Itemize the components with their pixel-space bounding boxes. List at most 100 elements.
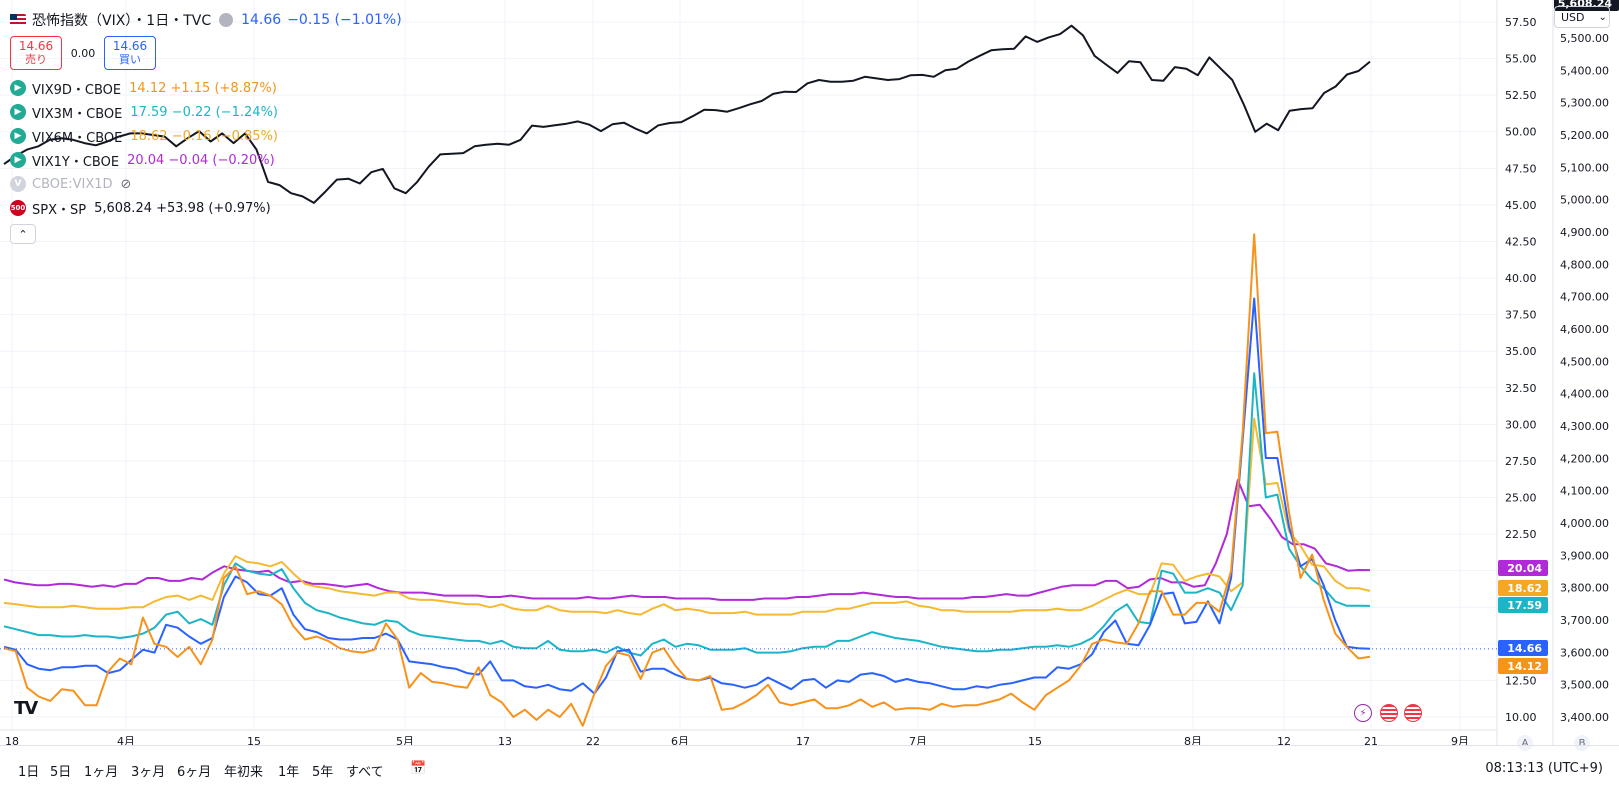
legend-vix6m-value: 18.62 −0.16 (−0.85%): [130, 128, 278, 144]
right-axis-tick: 5,200.00: [1560, 129, 1609, 142]
series-line[interactable]: [3, 24, 1371, 204]
timeframe-3m[interactable]: 3ヶ月: [131, 765, 166, 780]
right-axis-tick: 5,000.00: [1560, 194, 1609, 207]
eye-off-icon[interactable]: ⊘: [120, 176, 132, 192]
series-play-icon: ▶: [10, 80, 26, 96]
left-axis-tick: 37.50: [1505, 309, 1537, 322]
x-axis-tick: 5月: [396, 735, 414, 745]
clock[interactable]: 08:13:13 (UTC+9): [1485, 761, 1603, 776]
x-axis-tick: 17: [796, 735, 810, 745]
us-flag-icon: [10, 14, 26, 26]
chart-canvas[interactable]: 57.50 55.00 52.50 50.00 47.50 45.00 42.50 40.00…: [0, 0, 1619, 745]
right-axis-tick: 4,800.00: [1560, 258, 1609, 271]
legend-spx-value: 5,608.24 +53.98 (+0.97%): [94, 200, 271, 216]
last-value-text: 20.04: [1507, 562, 1542, 575]
timeframe-all[interactable]: すべて: [346, 765, 384, 780]
legend-vix3m[interactable]: ▶ VIX3M・CBOE 17.59 −0.22 (−1.24%): [10, 100, 402, 124]
legend-vix9d-value: 14.12 +1.15 (+8.87%): [129, 80, 277, 96]
legend-vix1d-name: CBOE:VIX1D: [32, 176, 113, 192]
last-value-badge: [1498, 560, 1548, 576]
left-axis-tick: 12.50: [1505, 674, 1537, 687]
sell-label: 売り: [25, 53, 47, 66]
axis-b-button[interactable]: B: [1574, 735, 1590, 751]
right-axis-tick: 3,600.00: [1560, 646, 1609, 659]
event-us-flag-icon[interactable]: [1404, 704, 1422, 722]
series-line[interactable]: [3, 233, 1371, 727]
right-axis-tick: 4,000.00: [1560, 517, 1609, 530]
right-axis-tick: 5,500.00: [1560, 32, 1609, 45]
left-axis-tick: 57.50: [1505, 16, 1537, 29]
series-line[interactable]: [3, 479, 1371, 601]
right-axis-tick: 3,800.00: [1560, 582, 1609, 595]
series-play-icon: ▶: [10, 128, 26, 144]
x-axis-tick: 7月: [909, 735, 927, 745]
buy-label: 買い: [119, 53, 141, 66]
x-axis-tick: 22: [586, 735, 600, 745]
legend-vix9d[interactable]: ▶ VIX9D・CBOE 14.12 +1.15 (+8.87%): [10, 76, 402, 100]
right-axis-tick: 5,400.00: [1560, 64, 1609, 77]
left-axis-tick: 45.00: [1505, 199, 1537, 212]
right-axis-tick: 5,100.00: [1560, 161, 1609, 174]
x-axis-tick: 21: [1364, 735, 1378, 745]
sell-price: 14.66: [18, 39, 54, 53]
legend-vix1d[interactable]: V CBOE:VIX1D ⊘: [10, 172, 402, 196]
date-range-icon[interactable]: 📅: [410, 761, 427, 776]
legend-spx-name: SPX・SP: [32, 202, 87, 218]
legend-spx[interactable]: 500 SPX・SP 5,608.24 +53.98 (+0.97%): [10, 196, 402, 220]
right-axis-tick: 4,400.00: [1560, 388, 1609, 401]
right-axis-tick: 4,600.00: [1560, 323, 1609, 336]
legend-vix1y[interactable]: ▶ VIX1Y・CBOE 20.04 −0.04 (−0.20%): [10, 148, 402, 172]
right-axis-tick: 3,900.00: [1560, 549, 1609, 562]
series-line[interactable]: [3, 297, 1371, 695]
tradingview-logo[interactable]: TV: [14, 698, 38, 719]
left-axis-tick: 10.00: [1505, 711, 1537, 724]
series-hidden-icon: V: [10, 176, 26, 192]
right-axis-tick: 4,300.00: [1560, 420, 1609, 433]
collapse-legend-button[interactable]: ⌃: [10, 224, 36, 244]
timeframe-6m[interactable]: 6ヶ月: [177, 765, 212, 780]
currency-select[interactable]: USD ⌄: [1554, 6, 1610, 28]
right-axis-tick: 4,900.00: [1560, 226, 1609, 239]
legend-vix1y-value: 20.04 −0.04 (−0.20%): [127, 152, 275, 168]
buy-price: 14.66: [112, 39, 148, 53]
right-axis-tick: 3,700.00: [1560, 614, 1609, 627]
timeframe-5d[interactable]: 5日: [50, 765, 72, 780]
left-axis-tick: 35.00: [1505, 345, 1537, 358]
left-axis-tick: 40.00: [1505, 272, 1537, 285]
market-status-icon[interactable]: [219, 13, 234, 27]
x-axis-tick: 13: [498, 735, 512, 745]
symbol-title[interactable]: 恐怖指数（VIX）・1日・TVC: [32, 13, 212, 29]
x-axis-tick: 8月: [1184, 735, 1202, 745]
sell-button[interactable]: 14.66 売り: [10, 36, 62, 70]
last-value-text: 18.62: [1507, 582, 1542, 595]
last-value-text: 14.66: [1507, 642, 1542, 655]
legend-vix9d-name: VIX9D・CBOE: [32, 82, 122, 98]
left-axis-tick: 32.50: [1505, 382, 1537, 395]
timeframe-1d[interactable]: 1日: [18, 765, 40, 780]
right-axis-tick: 3,500.00: [1560, 679, 1609, 692]
right-axis-tick: 4,100.00: [1560, 485, 1609, 498]
series-line[interactable]: [3, 417, 1371, 616]
series-line[interactable]: [3, 372, 1371, 657]
right-axis-tick: 4,200.00: [1560, 452, 1609, 465]
timeframe-ytd[interactable]: 年初来: [224, 765, 264, 780]
x-axis-tick: 4月: [117, 735, 135, 745]
timeframe-5y[interactable]: 5年: [312, 765, 334, 780]
axis-auto-button[interactable]: A: [1517, 735, 1533, 751]
legend-vix1y-name: VIX1Y・CBOE: [32, 154, 120, 170]
timeframe-1y[interactable]: 1年: [278, 765, 300, 780]
legend-panel: 恐怖指数（VIX）・1日・TVC 14.66 −0.15 (−1.01%) 14…: [10, 8, 402, 244]
right-axis-tick: 5,300.00: [1560, 97, 1609, 110]
timeframe-1m[interactable]: 1ヶ月: [84, 765, 119, 780]
last-value-badge: [1498, 580, 1548, 596]
event-us-flag-icon[interactable]: [1380, 704, 1398, 722]
symbol-price: 14.66: [241, 12, 282, 28]
buy-button[interactable]: 14.66 買い: [104, 36, 156, 70]
event-bolt-icon[interactable]: ⚡: [1354, 704, 1372, 722]
last-value-badge: [1498, 658, 1548, 674]
legend-vix6m[interactable]: ▶ VIX6M・CBOE 18.62 −0.16 (−0.85%): [10, 124, 402, 148]
spread-value: 0.00: [70, 46, 96, 60]
legend-vix3m-value: 17.59 −0.22 (−1.24%): [130, 104, 278, 120]
spx-last-badge: [1554, 0, 1619, 12]
left-axis-tick: 25.00: [1505, 492, 1537, 505]
